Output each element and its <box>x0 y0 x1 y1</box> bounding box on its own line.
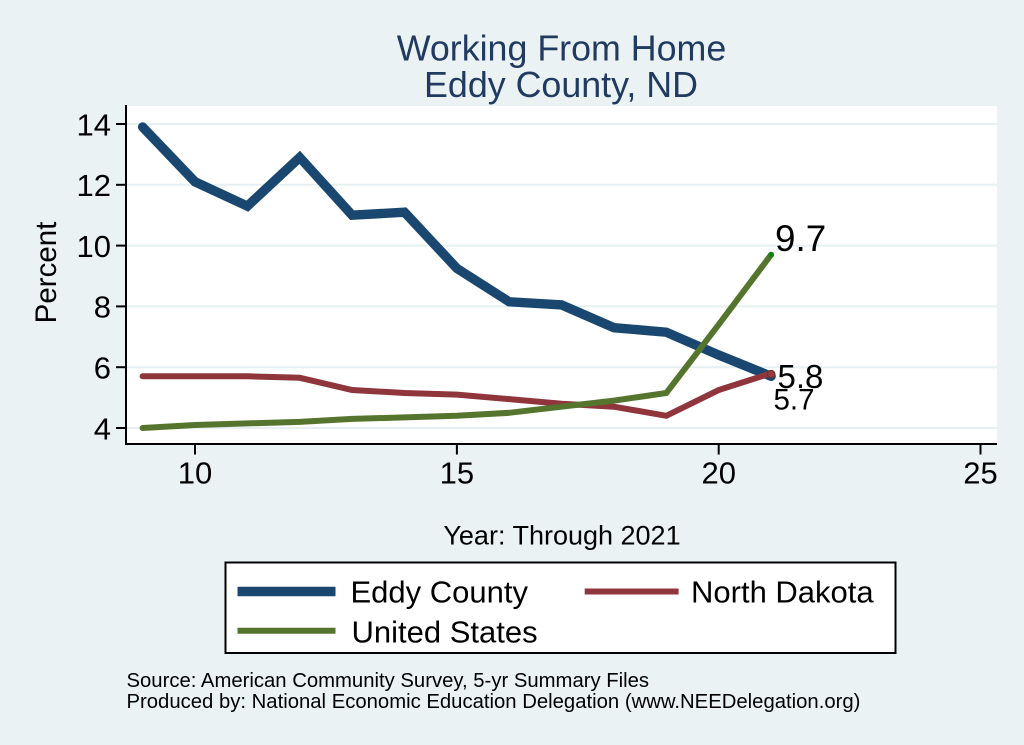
svg-text:10: 10 <box>178 456 212 491</box>
svg-text:4: 4 <box>94 411 111 446</box>
svg-text:10: 10 <box>77 229 111 264</box>
svg-text:25: 25 <box>963 456 997 491</box>
svg-text:North Dakota: North Dakota <box>691 574 874 609</box>
svg-text:20: 20 <box>701 456 735 491</box>
svg-text:Working From Home: Working From Home <box>397 29 727 69</box>
svg-text:6: 6 <box>94 351 111 386</box>
svg-text:Produced by: National Economic: Produced by: National Economic Education… <box>127 691 861 713</box>
svg-text:14: 14 <box>77 107 111 142</box>
svg-text:15: 15 <box>440 456 474 491</box>
svg-text:Eddy County, ND: Eddy County, ND <box>424 65 698 105</box>
svg-text:5.7: 5.7 <box>774 384 815 417</box>
svg-text:United States: United States <box>352 614 538 649</box>
svg-text:8: 8 <box>94 290 111 325</box>
svg-text:Year: Through 2021: Year: Through 2021 <box>443 521 680 551</box>
svg-text:9.7: 9.7 <box>775 218 826 259</box>
svg-text:Source: American Community Sur: Source: American Community Survey, 5-yr … <box>127 670 650 692</box>
svg-text:Eddy County: Eddy County <box>351 574 529 609</box>
svg-text:Percent: Percent <box>30 222 63 324</box>
svg-text:5.8: 5.8 <box>778 358 824 395</box>
svg-text:12: 12 <box>77 168 111 203</box>
